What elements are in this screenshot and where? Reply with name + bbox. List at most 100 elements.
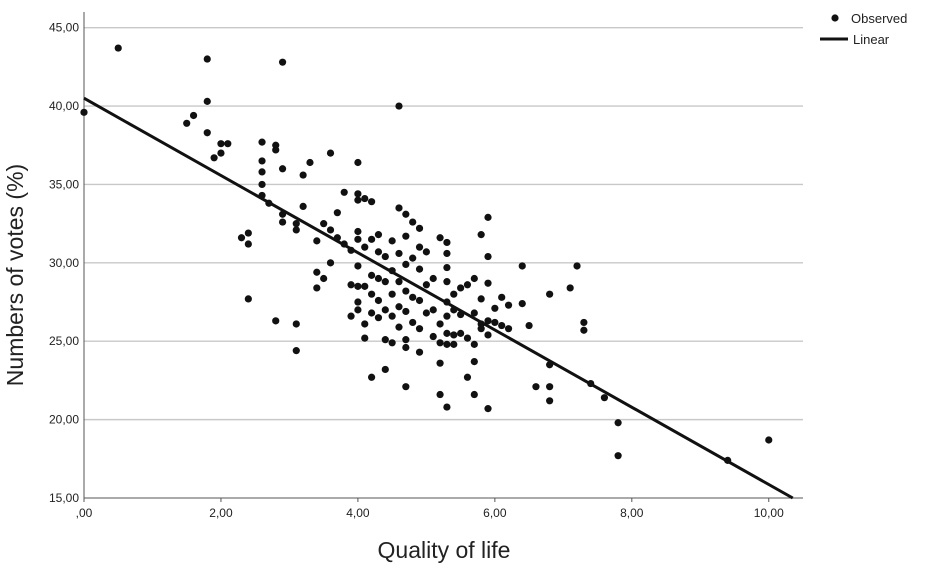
observed-point — [436, 320, 444, 328]
observed-point — [450, 340, 458, 348]
observed-point — [443, 340, 451, 348]
gridlines — [84, 26, 803, 421]
observed-point — [361, 194, 369, 203]
legend: Observed Linear — [820, 11, 907, 47]
observed-point — [504, 301, 513, 309]
observed-point — [457, 310, 465, 319]
observed-point — [278, 165, 287, 173]
observed-point — [546, 361, 554, 369]
observed-point — [278, 218, 287, 226]
observed-point — [415, 296, 424, 305]
observed-point — [415, 348, 424, 356]
observed-point — [388, 290, 396, 298]
observed-point — [443, 263, 451, 272]
observed-point — [326, 259, 335, 267]
observed-point — [292, 347, 300, 355]
observed-point — [374, 231, 383, 239]
observed-point — [388, 312, 396, 320]
observed-point — [388, 237, 396, 245]
observed-point — [409, 254, 417, 262]
observed-point — [457, 329, 465, 337]
legend-observed-label: Observed — [851, 11, 907, 26]
observed-point — [443, 329, 451, 337]
observed-point — [340, 240, 348, 248]
observed-point — [265, 199, 273, 207]
observed-point — [368, 309, 376, 317]
observed-point — [244, 240, 252, 248]
observed-point — [210, 154, 218, 162]
observed-point — [395, 249, 403, 258]
observed-point — [244, 229, 252, 237]
observed-point — [374, 314, 383, 322]
observed-point — [333, 209, 341, 217]
y-tick-label: 40,00 — [49, 99, 79, 113]
y-tick-label: 30,00 — [49, 256, 79, 270]
observed-point — [299, 202, 307, 210]
observed-point — [237, 234, 246, 242]
observed-point — [388, 339, 396, 347]
observed-point — [368, 235, 376, 243]
observed-point — [484, 317, 492, 325]
observed-point — [402, 383, 410, 391]
observed-point — [347, 281, 355, 289]
observed-point — [244, 295, 252, 303]
observed-point — [292, 226, 300, 234]
observed-point — [258, 157, 266, 165]
observed-point — [422, 309, 430, 317]
observed-point — [436, 234, 444, 242]
axes — [83, 12, 803, 502]
observed-point — [299, 171, 307, 179]
observed-point — [354, 190, 362, 198]
observed-point — [347, 246, 355, 254]
observed-point — [326, 226, 335, 234]
observed-point — [395, 204, 403, 212]
observed-point — [374, 296, 383, 305]
observed-point — [614, 419, 622, 427]
observed-point — [518, 262, 526, 270]
observed-point — [278, 58, 287, 66]
observed-point — [203, 97, 211, 105]
observed-point — [518, 300, 526, 308]
observed-point — [368, 373, 376, 381]
observed-point — [409, 293, 417, 301]
observed-point — [183, 119, 191, 127]
observed-point — [525, 321, 533, 330]
observed-point — [402, 210, 410, 218]
x-tick-label: ,00 — [76, 506, 93, 520]
observed-point — [532, 383, 540, 391]
observed-point — [258, 180, 266, 189]
observed-point — [463, 373, 472, 381]
observed-point — [504, 325, 513, 333]
observed-point — [409, 218, 417, 226]
observed-point — [272, 146, 280, 154]
observed-point — [498, 321, 506, 330]
tick-labels: 15,00 20,00 25,00 30,00 35,00 40,00 45,00 ,00 2,… — [49, 21, 784, 520]
observed-point — [368, 198, 376, 206]
observed-point — [340, 188, 348, 196]
observed-point — [272, 317, 280, 325]
observed-point — [368, 271, 376, 279]
observed-point — [402, 287, 410, 295]
y-tick-label: 15,00 — [49, 491, 79, 505]
observed-point — [203, 55, 211, 63]
y-tick-label: 25,00 — [49, 334, 79, 348]
observed-point — [354, 158, 362, 167]
observed-point — [470, 390, 478, 399]
observed-point — [498, 293, 506, 301]
observed-point — [292, 320, 300, 328]
observed-point — [258, 138, 266, 146]
observed-point — [217, 149, 225, 157]
observed-point — [443, 298, 451, 306]
observed-point — [443, 403, 451, 411]
observed-point — [361, 334, 369, 342]
observed-point — [395, 323, 403, 331]
observed-point — [470, 274, 478, 283]
observed-point — [354, 262, 362, 270]
observed-point — [203, 129, 211, 137]
legend-linear-label: Linear — [853, 32, 890, 47]
observed-point — [381, 365, 389, 374]
observed-point — [546, 397, 554, 405]
observed-point — [326, 149, 335, 157]
observed-point — [484, 252, 492, 261]
